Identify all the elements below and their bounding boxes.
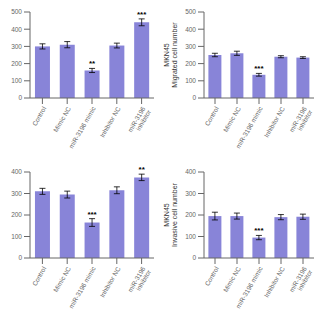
- svg-text:200: 200: [185, 60, 196, 67]
- svg-text:***: ***: [137, 10, 147, 19]
- svg-text:400: 400: [11, 168, 22, 175]
- svg-text:0: 0: [18, 94, 22, 101]
- svg-text:miR-3196 mimic: miR-3196 mimic: [234, 105, 264, 150]
- svg-text:Inhibitor NC: Inhibitor NC: [263, 265, 286, 298]
- svg-text:100: 100: [185, 233, 196, 240]
- svg-text:500: 500: [185, 8, 196, 15]
- svg-text:Control: Control: [31, 105, 48, 127]
- svg-text:Mimic NC: Mimic NC: [222, 265, 242, 293]
- svg-text:100: 100: [11, 233, 22, 240]
- svg-text:miR-3196 mimic: miR-3196 mimic: [234, 265, 264, 310]
- svg-text:100: 100: [11, 77, 22, 84]
- svg-text:200: 200: [11, 211, 22, 218]
- svg-text:MKN45Migrated cell number: MKN45Migrated cell number: [163, 22, 179, 88]
- svg-text:**: **: [89, 59, 96, 68]
- svg-text:Mimic NC: Mimic NC: [52, 265, 72, 293]
- svg-text:miR-3196inhibitor: miR-3196inhibitor: [288, 265, 312, 297]
- svg-text:miR-3196 mimic: miR-3196 mimic: [67, 265, 97, 310]
- svg-text:400: 400: [185, 168, 196, 175]
- svg-text:MKN45Invasive cell number: MKN45Invasive cell number: [163, 182, 178, 246]
- svg-text:miR-3196inhibitor: miR-3196inhibitor: [126, 265, 152, 297]
- svg-text:**: **: [139, 165, 146, 174]
- svg-text:miR-3196 mimic: miR-3196 mimic: [67, 105, 97, 150]
- svg-text:0: 0: [192, 254, 196, 261]
- svg-text:***: ***: [87, 210, 97, 219]
- svg-text:miR-3196inhibitor: miR-3196inhibitor: [126, 105, 152, 137]
- svg-text:Mimic NC: Mimic NC: [222, 105, 242, 133]
- svg-text:400: 400: [11, 26, 22, 33]
- svg-text:500: 500: [11, 8, 22, 15]
- svg-text:Inhibitor NC: Inhibitor NC: [263, 105, 286, 138]
- svg-text:Mimic NC: Mimic NC: [52, 105, 72, 133]
- svg-text:300: 300: [185, 190, 196, 197]
- svg-text:***: ***: [254, 64, 264, 73]
- svg-text:0: 0: [18, 254, 22, 261]
- svg-text:Inhibitor NC: Inhibitor NC: [98, 105, 121, 138]
- svg-text:300: 300: [185, 43, 196, 50]
- svg-text:miR-3196inhibitor: miR-3196inhibitor: [288, 105, 312, 137]
- svg-text:400: 400: [185, 26, 196, 33]
- svg-text:100: 100: [185, 77, 196, 84]
- svg-text:0: 0: [192, 94, 196, 101]
- svg-text:200: 200: [11, 60, 22, 67]
- svg-text:***: ***: [254, 226, 264, 235]
- svg-text:Control: Control: [31, 265, 48, 287]
- svg-text:Control: Control: [203, 105, 220, 127]
- svg-text:Inhibitor NC: Inhibitor NC: [98, 265, 121, 298]
- svg-text:300: 300: [11, 43, 22, 50]
- svg-text:Control: Control: [203, 265, 220, 287]
- svg-text:300: 300: [11, 190, 22, 197]
- svg-text:200: 200: [185, 211, 196, 218]
